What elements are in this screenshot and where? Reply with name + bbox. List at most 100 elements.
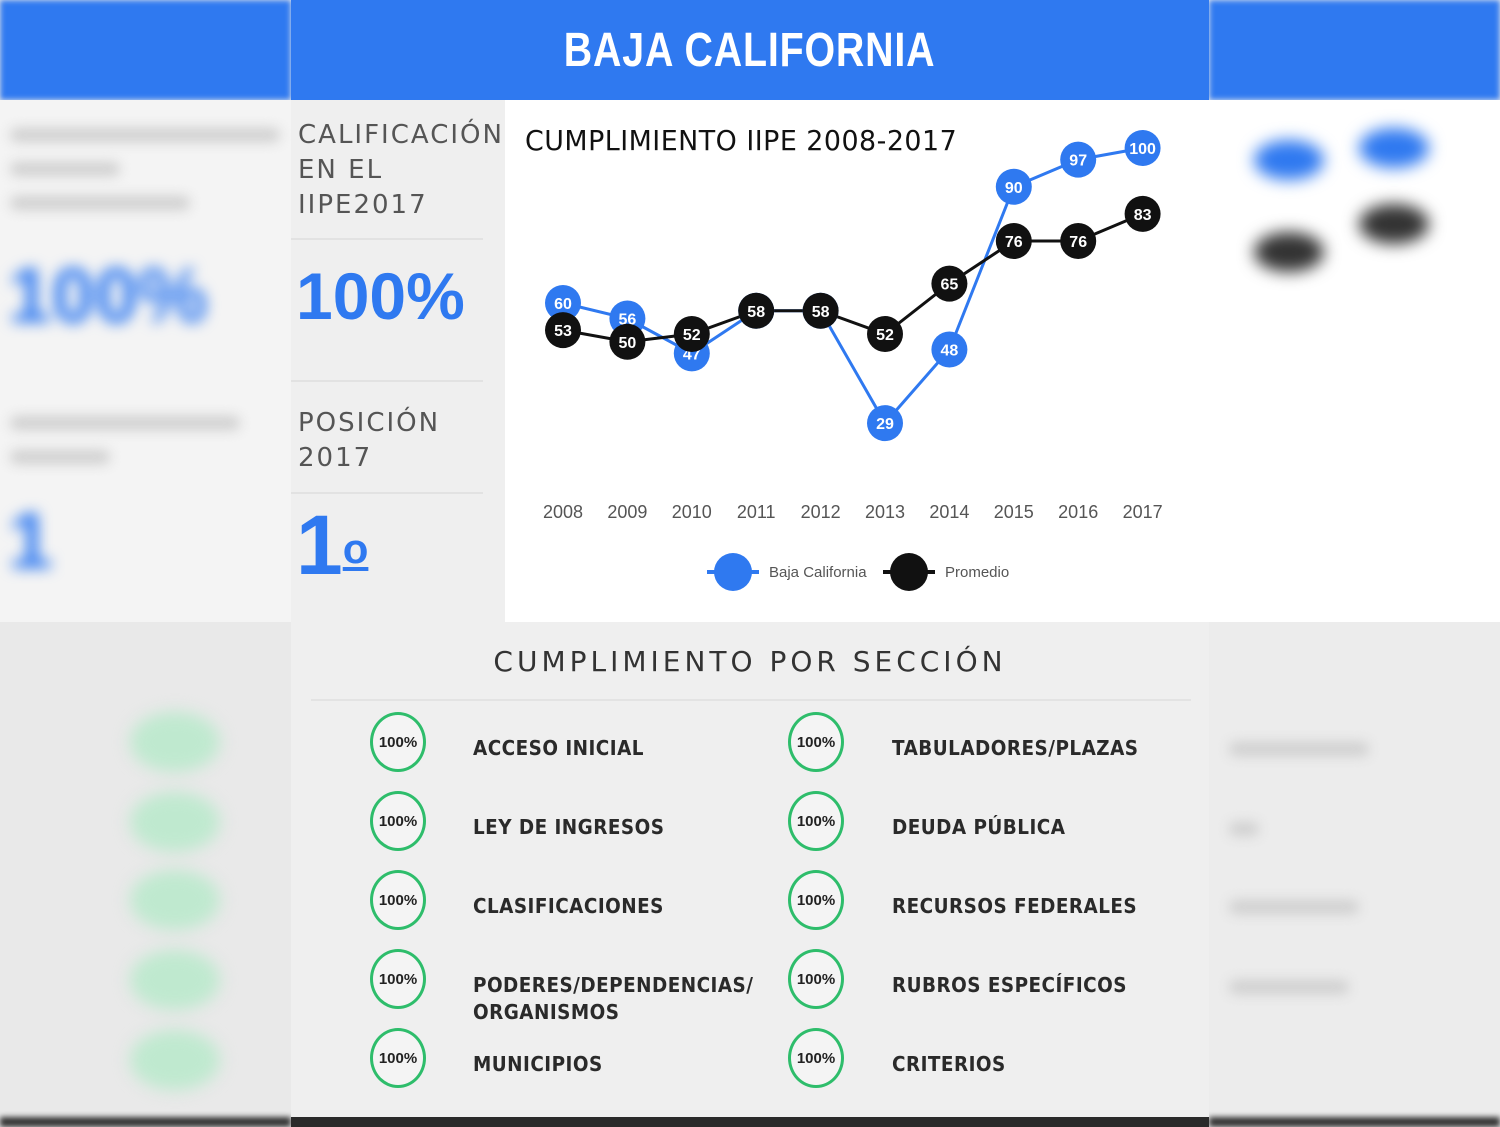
point-label: 29: [876, 416, 894, 433]
section-label: TABULADORES/PLAZAS: [892, 735, 1138, 762]
point-marker: [609, 323, 646, 360]
point-label: 48: [941, 343, 959, 360]
section-label-line: CRITERIOS: [892, 1052, 1006, 1076]
point-label: 76: [1005, 234, 1023, 251]
point-marker: [1124, 195, 1161, 232]
legend-label: Baja California: [769, 564, 867, 581]
point-marker: [738, 292, 775, 329]
line-chart: 6056475858294890971005350525858526576768…: [543, 130, 1163, 591]
point-label: 56: [619, 312, 637, 329]
divider: [291, 238, 483, 240]
point-marker: [867, 316, 903, 352]
point-label: 50: [619, 335, 637, 352]
section-label-line: PODERES/DEPENDENCIAS/: [473, 973, 754, 997]
data-point: 52: [673, 316, 710, 352]
data-point: 100: [1124, 130, 1161, 166]
point-label: 100: [1129, 141, 1156, 158]
data-point: 53: [545, 312, 581, 349]
rank-label-line-2: 2017: [298, 443, 373, 473]
x-tick-label: 2013: [865, 502, 905, 522]
blurred-badge: [130, 712, 220, 772]
x-tick-label: 2010: [672, 502, 712, 522]
score-label-line-1: CALIFICACIÓN: [298, 120, 504, 150]
x-tick-label: 2014: [929, 502, 969, 522]
point-label: 58: [747, 304, 765, 321]
series-line-0: [562, 146, 1143, 426]
point-marker: [545, 312, 581, 349]
percent-badge: 100%: [370, 791, 426, 851]
percent-badge: 100%: [370, 1028, 426, 1088]
section-label-line: TABULADORES/PLAZAS: [892, 736, 1139, 760]
point-marker: [867, 405, 903, 442]
blurred-text-line: [10, 128, 280, 142]
blurred-badge: [130, 870, 220, 930]
point-label: 60: [554, 296, 572, 313]
section-label: MUNICIPIOS: [473, 1051, 603, 1078]
point-marker: [931, 331, 968, 368]
section-label: ACCESO INICIAL: [473, 735, 644, 762]
point-label: 52: [876, 327, 894, 344]
section-label-line: ORGANISMOS: [473, 1000, 620, 1024]
blurred-marker: [1359, 204, 1429, 244]
divider: [291, 380, 483, 382]
infographic-panel: BAJA CALIFORNIA CALIFICACIÓN EN EL IIPE2…: [291, 0, 1209, 1127]
point-label: 58: [812, 304, 830, 321]
point-marker: [1060, 141, 1097, 178]
x-tick-label: 2009: [607, 502, 647, 522]
legend-label: Promedio: [945, 564, 1009, 581]
blurred-marker: [1254, 232, 1324, 272]
point-marker: [995, 168, 1032, 205]
data-point: 97: [1060, 141, 1097, 178]
point-marker: [545, 285, 581, 321]
percent-badge: 100%: [788, 1028, 844, 1088]
blurred-bottom-strip: [1209, 1117, 1500, 1127]
point-marker: [1124, 130, 1161, 166]
point-marker: [1060, 223, 1097, 259]
percent-badge: 100%: [370, 712, 426, 772]
blurred-marker: [1359, 128, 1429, 168]
section-label: RUBROS ESPECÍFICOS: [892, 972, 1127, 999]
rank-number: 1: [296, 498, 343, 592]
blurred-badge: [130, 792, 220, 852]
x-tick-label: 2016: [1058, 502, 1098, 522]
data-point: 58: [738, 292, 775, 329]
divider: [291, 492, 483, 494]
legend-item: Baja California: [707, 553, 867, 591]
blurred-text-line: [10, 416, 240, 430]
percent-badge: 100%: [370, 949, 426, 1009]
section-label-line: ACCESO INICIAL: [473, 736, 644, 760]
chart-container: 6056475858294890971005350525858526576768…: [505, 100, 1209, 622]
blurred-left-band: 100% 1: [0, 0, 291, 1127]
data-point: 76: [1060, 223, 1097, 259]
header-bar: BAJA CALIFORNIA: [291, 0, 1209, 100]
x-tick-label: 2017: [1123, 502, 1163, 522]
blurred-text-line: [10, 196, 190, 210]
chart-title: CUMPLIMIENTO IIPE 2008-2017: [525, 124, 958, 157]
blurred-text-line: [1229, 822, 1259, 836]
data-point: 76: [995, 223, 1032, 259]
section-label-line: CLASIFICACIONES: [473, 894, 664, 918]
data-point: 29: [867, 405, 903, 442]
legend-item: Promedio: [883, 553, 1009, 591]
point-marker: [673, 316, 710, 352]
blurred-score: 100%: [8, 251, 208, 339]
blurred-header-strip: [0, 0, 291, 100]
percent-badge: 100%: [788, 712, 844, 772]
percent-badge: 100%: [788, 870, 844, 930]
rank-label-line-1: POSICIÓN: [298, 408, 441, 438]
section-label-line: MUNICIPIOS: [473, 1052, 603, 1076]
score-label-line-2: EN EL: [298, 155, 384, 185]
state-title: BAJA CALIFORNIA: [564, 23, 936, 77]
x-tick-label: 2012: [801, 502, 841, 522]
section-label: LEY DE INGRESOS: [473, 814, 664, 841]
blurred-chart-area: [1209, 100, 1500, 622]
section-label-line: RECURSOS FEDERALES: [892, 894, 1138, 918]
data-point: 52: [867, 316, 903, 352]
blurred-badge: [130, 950, 220, 1010]
point-label: 97: [1069, 153, 1087, 170]
point-marker: [995, 223, 1032, 259]
blurred-text-line: [1229, 900, 1359, 914]
x-tick-label: 2011: [737, 502, 776, 522]
blurred-text-line: [10, 162, 120, 176]
score-label-line-3: IIPE2017: [298, 190, 428, 220]
